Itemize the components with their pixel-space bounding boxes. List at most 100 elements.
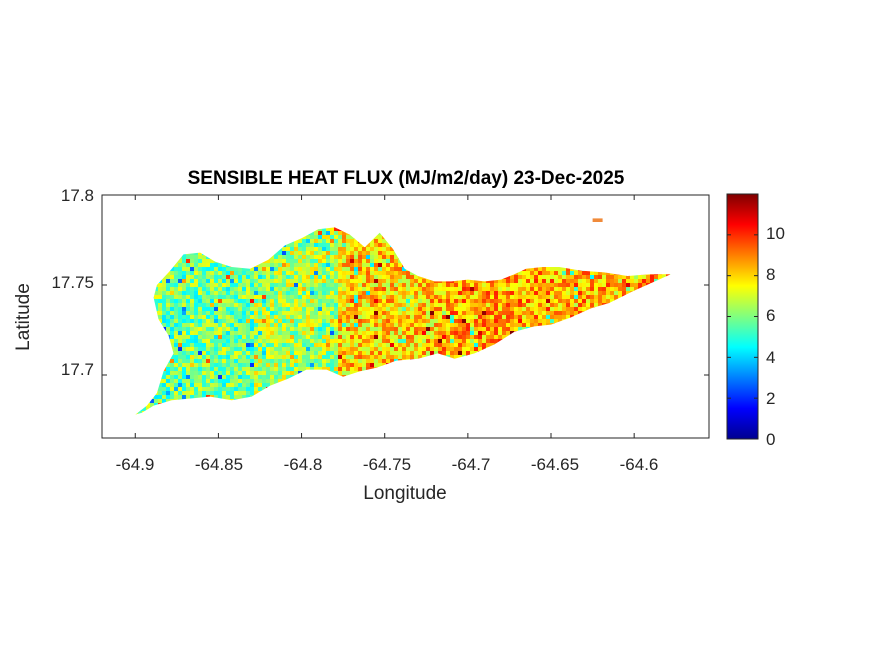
heat-cell: [310, 243, 314, 247]
heat-cell: [458, 315, 462, 319]
heat-cell: [542, 275, 546, 279]
heat-cell: [514, 283, 518, 287]
heat-cell: [210, 315, 214, 319]
heat-cell: [278, 251, 282, 255]
heat-cell: [522, 307, 526, 311]
heat-cell: [590, 287, 594, 291]
heat-cell: [442, 283, 446, 287]
heat-cell: [590, 299, 594, 303]
heat-cell: [370, 275, 374, 279]
heat-cell: [566, 307, 570, 311]
heat-cell: [566, 295, 570, 299]
heat-cell: [602, 299, 606, 303]
heat-cell: [326, 239, 330, 243]
heat-cell: [198, 323, 202, 327]
heat-cell: [194, 279, 198, 283]
heat-cell: [346, 267, 350, 271]
heat-cell: [558, 307, 562, 311]
heat-cell: [238, 315, 242, 319]
heat-cell: [194, 299, 198, 303]
heat-cell: [258, 275, 262, 279]
heat-cell: [278, 267, 282, 271]
heat-cell: [294, 239, 298, 243]
heat-cell: [266, 295, 270, 299]
heat-cell: [474, 303, 478, 307]
heat-cell: [206, 259, 210, 263]
heat-cell: [294, 279, 298, 283]
heat-cell: [386, 319, 390, 323]
heat-cell: [310, 279, 314, 283]
heat-cell: [322, 307, 326, 311]
heat-cell: [302, 279, 306, 283]
heat-cell: [582, 303, 586, 307]
heat-cell: [370, 311, 374, 315]
heat-cell: [462, 291, 466, 295]
heat-cell: [154, 287, 158, 291]
heat-cell: [390, 275, 394, 279]
heat-cell: [574, 307, 578, 311]
heat-cell: [314, 231, 318, 235]
heat-cell: [238, 271, 242, 275]
heat-cell: [198, 263, 202, 267]
heat-cell: [274, 291, 278, 295]
heat-cell: [406, 323, 410, 327]
heat-cell: [334, 267, 338, 271]
heat-cell: [378, 267, 382, 271]
heat-cell: [262, 283, 266, 287]
heat-cell: [286, 271, 290, 275]
heat-cell: [186, 319, 190, 323]
heat-cell: [458, 323, 462, 327]
heat-cell: [466, 319, 470, 323]
heat-cell: [314, 275, 318, 279]
heat-cell: [410, 299, 414, 303]
heat-cell: [550, 275, 554, 279]
heat-cell: [250, 275, 254, 279]
heat-cell: [174, 283, 178, 287]
heat-cell: [290, 307, 294, 311]
heat-cell: [238, 267, 242, 271]
heat-cell: [314, 323, 318, 327]
heat-cell: [538, 287, 542, 291]
heat-cell: [534, 323, 538, 327]
heat-cell: [282, 259, 286, 263]
heat-cell: [450, 291, 454, 295]
heat-cell: [282, 319, 286, 323]
heat-cell: [294, 271, 298, 275]
heat-cell: [194, 307, 198, 311]
heat-cell: [578, 295, 582, 299]
heat-cell: [610, 291, 614, 295]
heat-cell: [346, 307, 350, 311]
heat-cell: [246, 307, 250, 311]
heat-cell: [390, 299, 394, 303]
heat-cell: [298, 311, 302, 315]
heat-cell: [350, 323, 354, 327]
heat-cell: [270, 275, 274, 279]
heat-cell: [450, 307, 454, 311]
heat-cell: [450, 283, 454, 287]
heat-cell: [322, 291, 326, 295]
heat-cell: [338, 259, 342, 263]
heat-cell: [402, 275, 406, 279]
heat-cell: [270, 271, 274, 275]
heat-cell: [322, 227, 326, 231]
heat-cell: [502, 295, 506, 299]
heat-cell: [490, 299, 494, 303]
heat-cell: [626, 283, 630, 287]
heat-cell: [302, 283, 306, 287]
heat-cell: [198, 295, 202, 299]
heat-cell: [454, 315, 458, 319]
heat-cell: [214, 323, 218, 327]
heat-cell: [422, 319, 426, 323]
heat-cell: [374, 311, 378, 315]
heat-cell: [598, 299, 602, 303]
heat-cell: [374, 239, 378, 243]
heat-cell: [474, 319, 478, 323]
heat-cell: [282, 267, 286, 271]
heat-cell: [362, 247, 366, 251]
heat-cell: [522, 275, 526, 279]
heat-cell: [358, 319, 362, 323]
heat-cell: [518, 303, 522, 307]
heat-cell: [306, 275, 310, 279]
heat-cell: [198, 287, 202, 291]
heat-cell: [266, 271, 270, 275]
